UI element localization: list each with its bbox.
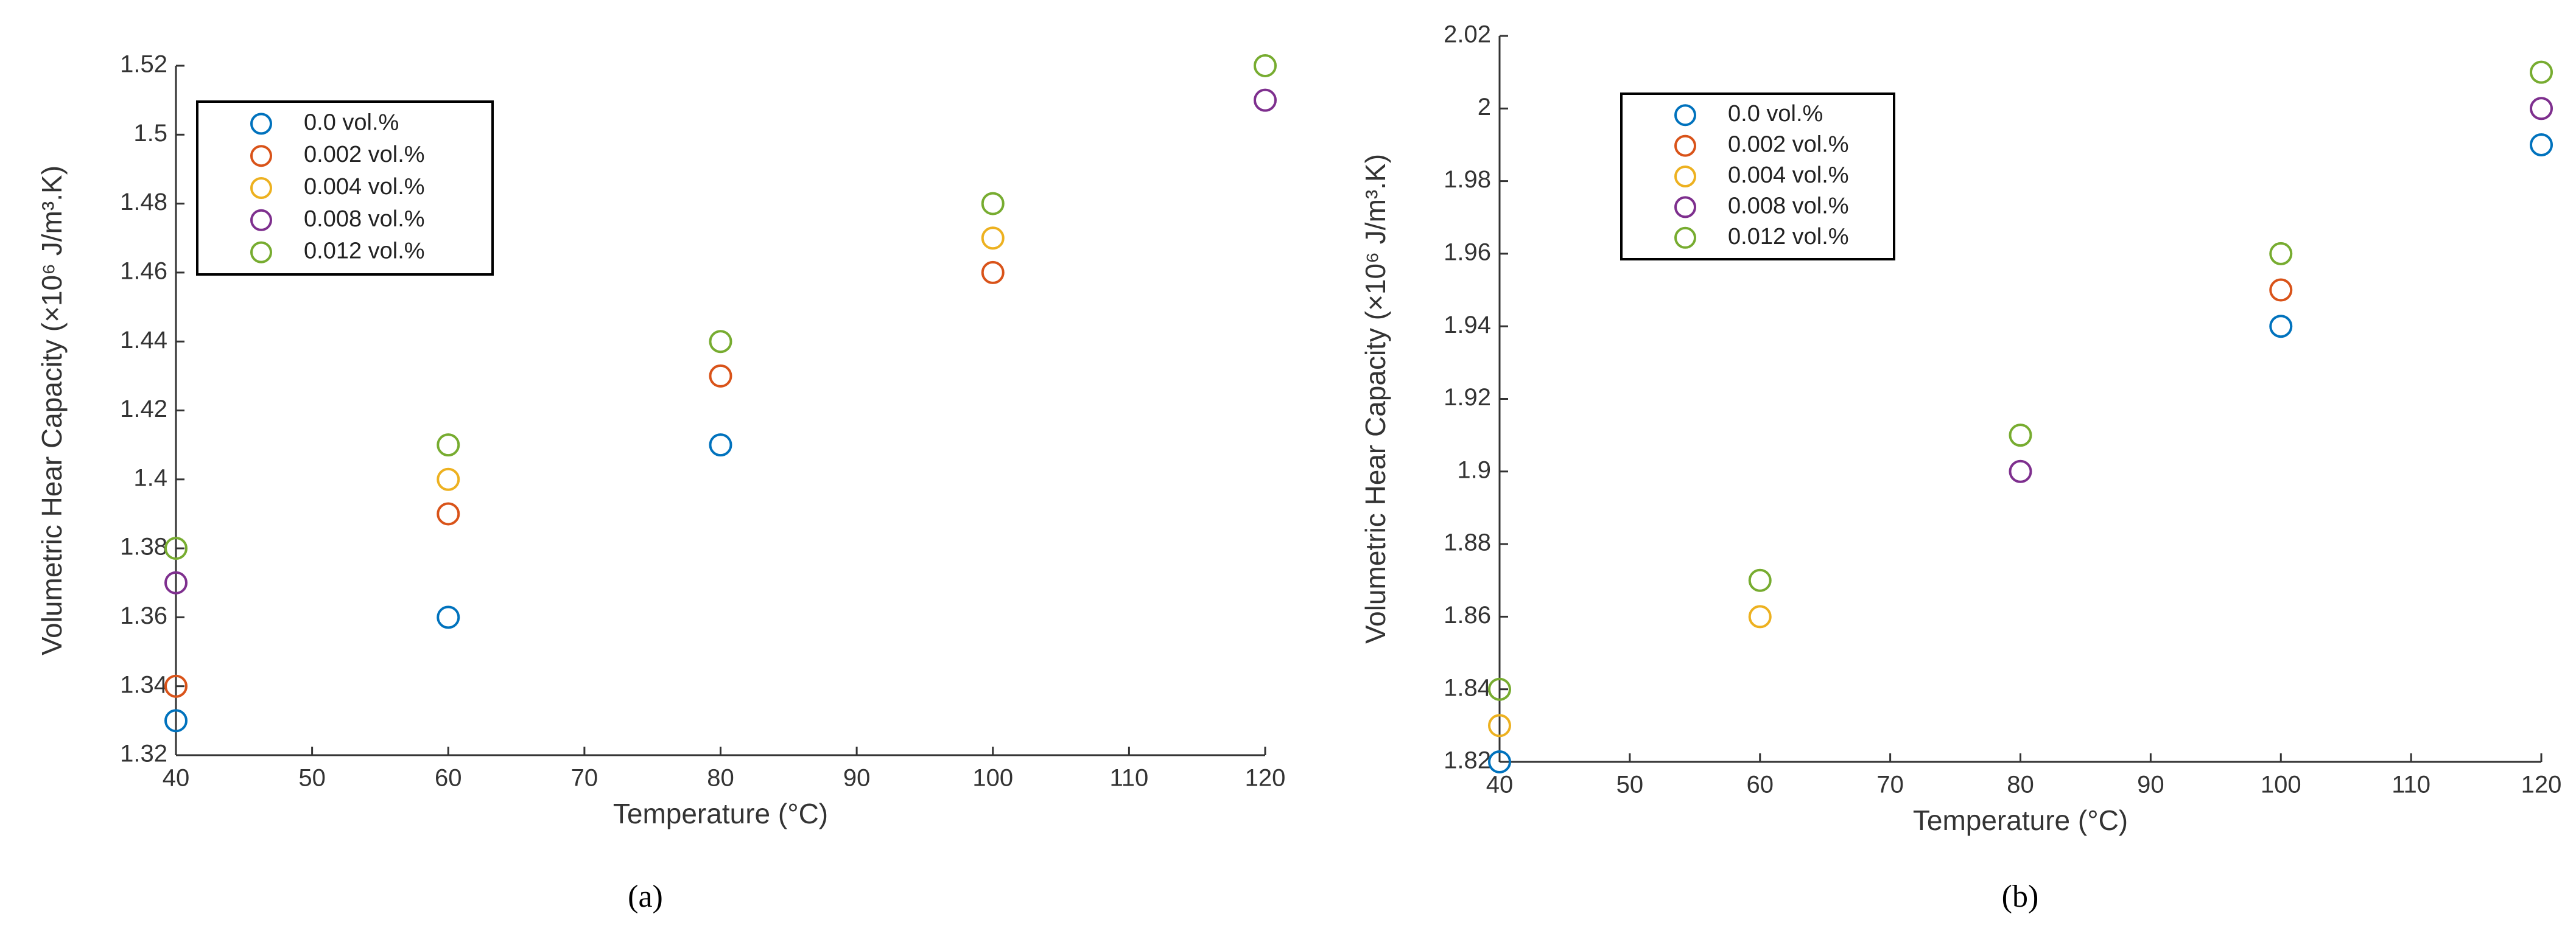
data-point <box>2269 242 2293 265</box>
x-tick-label: 50 <box>298 765 326 792</box>
legend-label: 0.002 vol.% <box>304 142 425 167</box>
x-tick-label: 80 <box>707 765 734 792</box>
y-axis-label: Volumetric Hear Capacity (×10⁶ J/m³.K) <box>1360 154 1391 644</box>
y-tick-label: 1.5 <box>133 120 167 147</box>
data-point <box>1488 677 1511 701</box>
legend-label: 0.008 vol.% <box>304 206 425 232</box>
data-point <box>2269 315 2293 338</box>
data-point <box>164 537 188 560</box>
legend-marker <box>250 177 272 199</box>
x-tick-label: 90 <box>2137 772 2164 798</box>
x-tick-label: 70 <box>571 765 598 792</box>
y-tick-label: 1.88 <box>1444 529 1491 556</box>
legend-marker <box>1674 134 1696 157</box>
y-tick-label: 1.94 <box>1444 312 1491 338</box>
x-tick-label: 40 <box>163 765 190 792</box>
data-point <box>2269 278 2293 302</box>
y-tick-label: 1.96 <box>1444 239 1491 265</box>
caption: (b) <box>2002 879 2039 914</box>
data-point <box>437 467 460 491</box>
x-tick-label: 90 <box>843 765 871 792</box>
legend-label: 0.008 vol.% <box>1728 193 1849 218</box>
data-point <box>981 192 1005 215</box>
data-point <box>2009 459 2032 483</box>
legend-label: 0.0 vol.% <box>304 110 399 135</box>
data-point <box>164 571 188 595</box>
y-tick-label: 1.84 <box>1444 674 1491 701</box>
y-tick-label: 1.46 <box>120 257 167 284</box>
y-tick-label: 2.02 <box>1444 21 1491 48</box>
y-tick-label: 1.44 <box>120 327 167 354</box>
x-tick-label: 60 <box>435 765 462 792</box>
legend-label: 0.0 vol.% <box>1728 101 1823 127</box>
y-tick-label: 1.48 <box>120 189 167 215</box>
data-point <box>1488 750 1511 773</box>
x-tick-label: 120 <box>1245 765 1286 792</box>
y-tick-label: 1.86 <box>1444 602 1491 629</box>
data-point <box>2009 424 2032 447</box>
legend-label: 0.012 vol.% <box>1728 224 1849 249</box>
legend-marker <box>250 145 272 167</box>
legend-marker <box>250 113 272 135</box>
legend-label: 0.004 vol.% <box>304 174 425 200</box>
y-tick-label: 1.36 <box>120 602 167 629</box>
data-point <box>1748 568 1772 592</box>
data-point <box>437 605 460 629</box>
data-point <box>1254 54 1277 77</box>
y-tick-label: 1.32 <box>120 741 167 767</box>
y-tick-label: 1.82 <box>1444 747 1491 774</box>
x-tick-label: 110 <box>2392 772 2430 798</box>
legend-label: 0.012 vol.% <box>304 239 425 264</box>
x-tick-label: 50 <box>1616 772 1644 798</box>
legend-label: 0.002 vol.% <box>1728 132 1849 158</box>
data-point <box>164 709 188 733</box>
y-tick-label: 1.38 <box>120 534 167 560</box>
legend-marker <box>1674 104 1696 127</box>
data-point <box>2530 60 2553 84</box>
x-tick-label: 40 <box>1486 772 1514 798</box>
x-tick-label: 120 <box>2521 772 2562 798</box>
data-point <box>164 674 188 698</box>
x-tick-label: 110 <box>1109 765 1148 792</box>
x-axis-label: Temperature (°C) <box>613 798 828 829</box>
y-tick-label: 2 <box>1478 94 1491 120</box>
y-tick-label: 1.98 <box>1444 166 1491 193</box>
data-point <box>981 226 1005 250</box>
y-tick-label: 1.42 <box>120 396 167 422</box>
x-tick-label: 70 <box>1876 772 1904 798</box>
data-point <box>709 330 732 354</box>
y-tick-label: 1.4 <box>133 464 167 491</box>
legend-marker <box>1674 166 1696 187</box>
data-point <box>437 433 460 457</box>
data-point <box>981 260 1005 284</box>
y-tick-label: 1.52 <box>120 51 167 78</box>
legend-marker <box>1674 226 1696 249</box>
y-tick-label: 1.9 <box>1457 456 1491 483</box>
data-point <box>1748 605 1772 629</box>
y-tick-label: 1.92 <box>1444 384 1491 411</box>
legend-label: 0.004 vol.% <box>1728 162 1849 188</box>
y-axis-label: Volumetric Hear Capacity (×10⁶ J/m³.K) <box>36 166 68 655</box>
data-point <box>1488 714 1511 738</box>
legend-marker <box>1674 196 1696 218</box>
legend-box <box>196 100 494 276</box>
data-point <box>437 502 460 526</box>
y-tick-label: 1.34 <box>120 671 167 698</box>
data-point <box>709 364 732 388</box>
x-tick-label: 100 <box>972 765 1013 792</box>
x-axis-label: Temperature (°C) <box>1913 804 2128 836</box>
data-point <box>709 433 732 457</box>
data-point <box>1254 88 1277 112</box>
legend-marker <box>250 209 272 231</box>
legend-marker <box>250 241 272 263</box>
data-point <box>2530 97 2553 120</box>
x-tick-label: 80 <box>2007 772 2034 798</box>
x-tick-label: 60 <box>1747 772 1774 798</box>
x-tick-label: 100 <box>2261 772 2301 798</box>
data-point <box>2530 133 2553 156</box>
legend-box <box>1620 92 1895 260</box>
caption: (a) <box>628 879 663 914</box>
